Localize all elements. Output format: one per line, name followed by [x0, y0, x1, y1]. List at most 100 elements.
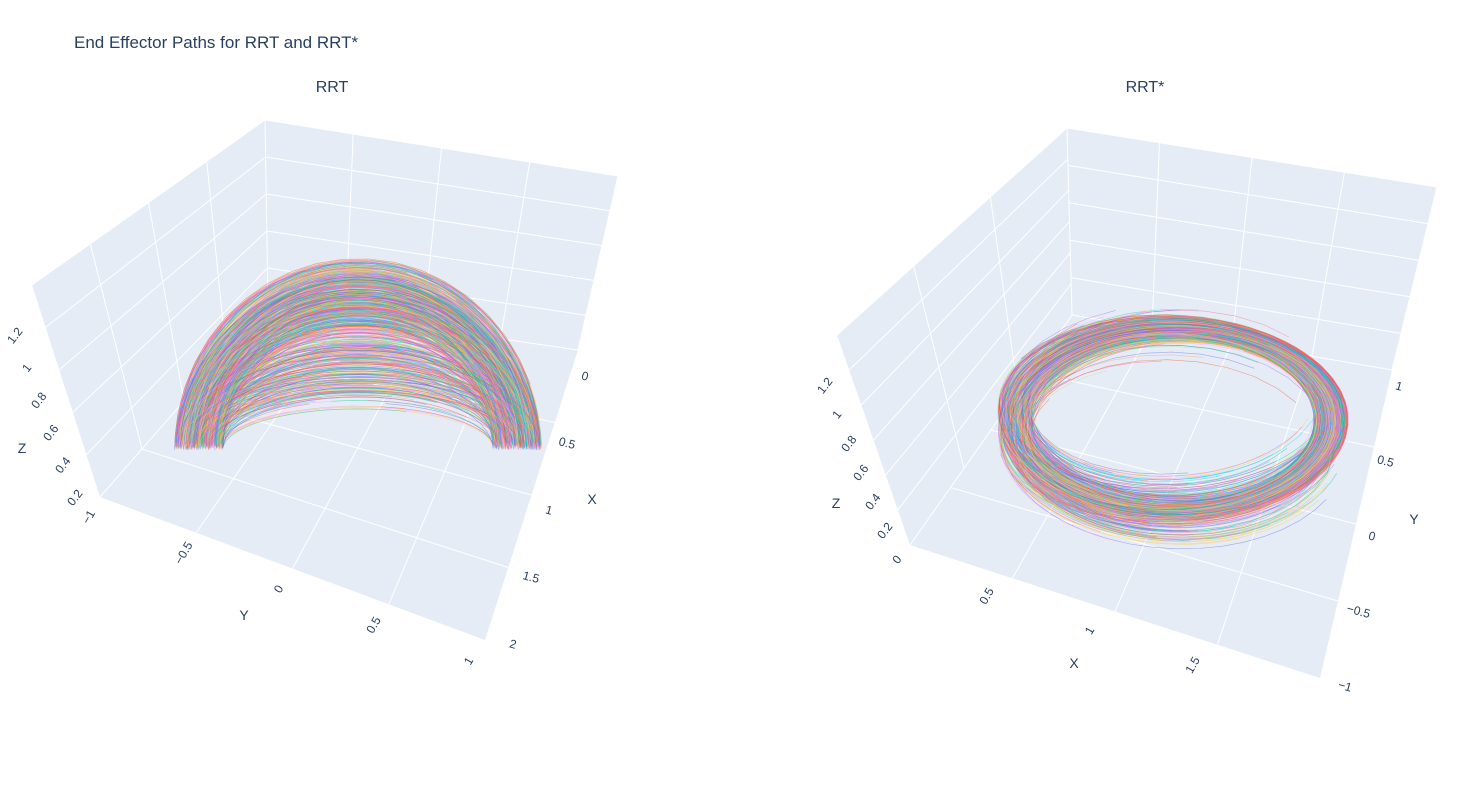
path-trace: [1029, 405, 1172, 498]
path-trace: [219, 356, 498, 446]
path-trace: [316, 312, 498, 447]
path-trace: [1045, 329, 1332, 492]
path-trace: [260, 359, 505, 420]
path-trace: [186, 328, 529, 450]
path-trace: [1015, 344, 1153, 501]
x-tick-label: 0.5: [557, 434, 577, 452]
path-trace: [1054, 469, 1318, 528]
rrt-subplot-title: RRT: [315, 79, 349, 96]
rrt-3d-scene[interactable]: 0 0.5 1 1.5 2 X −1 −0.5 0 0.5 1 Y 0.2 0.4 0.6 0.8 1 1.2 Z: [4, 119, 619, 667]
path-trace: [1004, 340, 1341, 517]
path-trace: [1083, 426, 1303, 477]
path-trace: [251, 312, 495, 442]
path-trace: [1010, 326, 1308, 410]
z-tick-label: 0.2: [874, 519, 896, 541]
figure-title: End Effector Paths for RRT and RRT*: [74, 33, 359, 52]
path-trace: [1007, 324, 1279, 516]
x-axis-label: X: [1069, 655, 1079, 671]
y-tick-label: 1: [461, 654, 477, 667]
y-tick-label: 0: [271, 582, 287, 595]
path-trace: [211, 294, 509, 445]
x-tick-label: 2: [508, 637, 518, 652]
path-trace: [214, 329, 502, 446]
z-tick-label: 0.2: [64, 486, 86, 508]
path-trace: [229, 291, 536, 445]
z-tick-label: 1: [829, 407, 844, 421]
path-trace: [225, 332, 476, 422]
path-trace: [998, 322, 1348, 524]
path-trace: [1227, 387, 1334, 506]
x-tick-label: 0: [580, 369, 590, 384]
y-tick-label: 0.5: [1376, 452, 1396, 470]
y-axis-label: Y: [1409, 511, 1419, 527]
path-trace: [216, 279, 534, 450]
x-tick-label: 1.5: [521, 568, 541, 586]
path-trace: [1025, 414, 1321, 507]
path-trace: [213, 309, 503, 448]
x-tick-label: 1: [1082, 624, 1098, 637]
z-tick-label: 0.8: [28, 389, 50, 411]
z-tick-label: 0: [889, 552, 904, 566]
path-trace: [1135, 319, 1343, 437]
path-trace: [205, 355, 541, 449]
path-trace: [273, 329, 519, 450]
path-trace: [1016, 343, 1330, 506]
path-trace: [1029, 451, 1331, 538]
y-tick-label: 0: [1367, 529, 1377, 544]
path-trace: [1030, 390, 1309, 479]
path-trace: [175, 271, 541, 442]
path-trace: [264, 297, 502, 446]
z-tick-label: 0.6: [40, 422, 62, 444]
path-trace: [222, 318, 427, 449]
path-trace: [180, 292, 460, 449]
path-trace: [1172, 354, 1316, 503]
path-trace: [222, 329, 406, 449]
z-tick-label: 0.4: [862, 490, 884, 512]
z-axis-label: Z: [832, 495, 841, 511]
path-trace: [244, 286, 496, 360]
path-trace: [1000, 377, 1349, 527]
path-trace: [1026, 335, 1324, 509]
path-trace: [195, 279, 477, 444]
path-trace: [1002, 324, 1343, 532]
path-traces: [997, 309, 1349, 550]
path-trace: [332, 315, 496, 450]
path-trace: [1018, 335, 1164, 536]
path-trace: [205, 308, 511, 447]
z-tick-label: 1.2: [4, 324, 26, 346]
z-tick-label: 1.2: [814, 374, 836, 396]
rrtstar-3d-scene[interactable]: 0.5 1 1.5 X −1 −0.5 0 0.5 1 Y 0 0.2 0.4 0.6 0.8 1 1.2 Z: [814, 127, 1438, 695]
path-trace: [1021, 442, 1230, 512]
path-trace: [236, 307, 514, 391]
path-trace: [187, 295, 529, 443]
z-tick-label: 1: [19, 361, 34, 375]
path-trace: [1028, 322, 1340, 515]
path-trace: [222, 322, 497, 449]
path-trace: [191, 317, 525, 448]
z-tick-label: 0.6: [850, 461, 872, 483]
path-trace: [180, 273, 408, 446]
path-trace: [1014, 382, 1139, 533]
path-trace: [197, 280, 518, 450]
path-trace: [203, 264, 535, 442]
y-tick-label: −0.5: [1345, 601, 1372, 621]
y-tick-label: 0.5: [363, 614, 384, 636]
rrtstar-subplot-title: RRT*: [1125, 79, 1165, 96]
path-trace: [198, 283, 423, 446]
y-axis-label: Y: [239, 607, 249, 623]
path-trace: [191, 273, 482, 446]
path-trace: [1000, 317, 1346, 517]
y-tick-label: −1: [79, 507, 98, 526]
path-trace: [206, 304, 510, 444]
path-trace: [1016, 335, 1333, 517]
path-trace: [175, 269, 494, 450]
path-trace: [1201, 378, 1320, 506]
path-trace: [187, 293, 529, 447]
path-trace: [1004, 326, 1343, 515]
path-trace: [997, 401, 1173, 509]
path-trace: [1028, 350, 1327, 513]
path-trace: [998, 346, 1109, 540]
path-trace: [198, 303, 513, 448]
path-trace: [1010, 396, 1157, 538]
